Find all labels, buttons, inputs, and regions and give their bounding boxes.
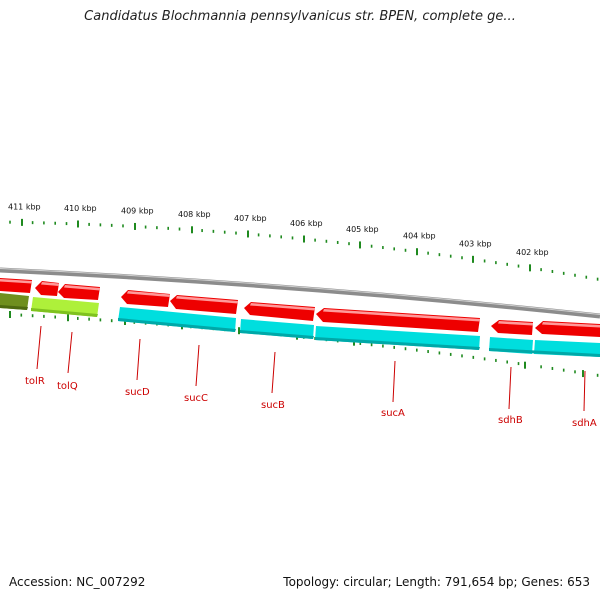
gene-labels: tolR tolQ sucD sucC sucB sucA sdhB sdhA — [25, 376, 597, 429]
scale-label: 408 kbp — [178, 210, 211, 219]
map-title: Candidatus Blochmannia pennsylvanicus st… — [84, 9, 516, 24]
gene-label-lines — [36, 325, 586, 412]
genome-backbone-highlight — [0, 268, 600, 315]
tolQ-leader-line — [67, 331, 73, 374]
gene-olive-shade — [0, 305, 28, 310]
sucD-leader-line — [136, 338, 141, 381]
scale-label: 405 kbp — [346, 225, 379, 234]
scale-label: 404 kbp — [403, 232, 436, 241]
gene-red-highlight — [498, 321, 533, 326]
scale-label: 410 kbp — [64, 204, 97, 213]
gene-label-sdhA[interactable]: sdhA — [572, 418, 597, 429]
gene-sucD-feature[interactable] — [118, 307, 236, 332]
gene-red-highlight — [41, 282, 59, 286]
sucB-leader-line — [271, 351, 276, 394]
gene-lime-shade — [31, 308, 98, 317]
scale-label: 409 kbp — [121, 206, 154, 215]
gene-cyan-shade — [489, 348, 600, 357]
gene-label-tolQ[interactable]: tolQ — [57, 381, 78, 392]
gene-red-highlight — [127, 291, 170, 297]
gene-label-tolR[interactable]: tolR — [25, 376, 45, 387]
sdhB-leader-line — [508, 366, 512, 410]
gene-features — [0, 278, 600, 357]
scale-label: 406 kbp — [290, 219, 323, 228]
gene-sucB-feature[interactable] — [315, 326, 480, 350]
scale-label: 411 kbp — [8, 202, 41, 211]
scale-label: 407 kbp — [234, 214, 267, 223]
gene-red-highlight — [0, 279, 32, 284]
sucA-leader-line — [392, 360, 396, 403]
gene-red-highlight — [176, 296, 238, 304]
gene-cyan-shade — [118, 318, 236, 332]
gene-label-sucA[interactable]: sucA — [381, 408, 405, 419]
gene-cyan-shade — [240, 330, 314, 339]
genome-backbone — [0, 267, 600, 319]
gene-label-sucD[interactable]: sucD — [125, 387, 150, 398]
gene-red-highlight — [542, 322, 600, 328]
gene-label-sucC[interactable]: sucC — [184, 393, 208, 404]
scale-label: 402 kbp — [516, 248, 549, 257]
gene-label-sucB[interactable]: sucB — [261, 400, 285, 411]
tolR-leader-line — [36, 325, 42, 370]
gene-red-highlight — [64, 285, 100, 291]
gene-red-highlight — [250, 303, 315, 311]
gene-label-sdhB[interactable]: sdhB — [498, 415, 523, 426]
scale-label: 403 kbp — [459, 239, 492, 248]
sdhA-leader-line — [583, 370, 586, 412]
gene-cyan-shade — [315, 337, 480, 350]
upper-tick-ring — [9, 218, 599, 281]
sucC-leader-line — [195, 344, 200, 387]
scale-labels: 411 kbp 410 kbp 409 kbp 408 kbp 407 kbp 406 k… — [8, 202, 549, 256]
gene-red-highlight — [323, 309, 480, 322]
gene-sucA-feature[interactable] — [316, 308, 480, 332]
accession-text: Accession: NC_007292 — [9, 575, 146, 589]
genome-summary-text: Topology: circular; Length: 791,654 bp; … — [283, 575, 590, 589]
